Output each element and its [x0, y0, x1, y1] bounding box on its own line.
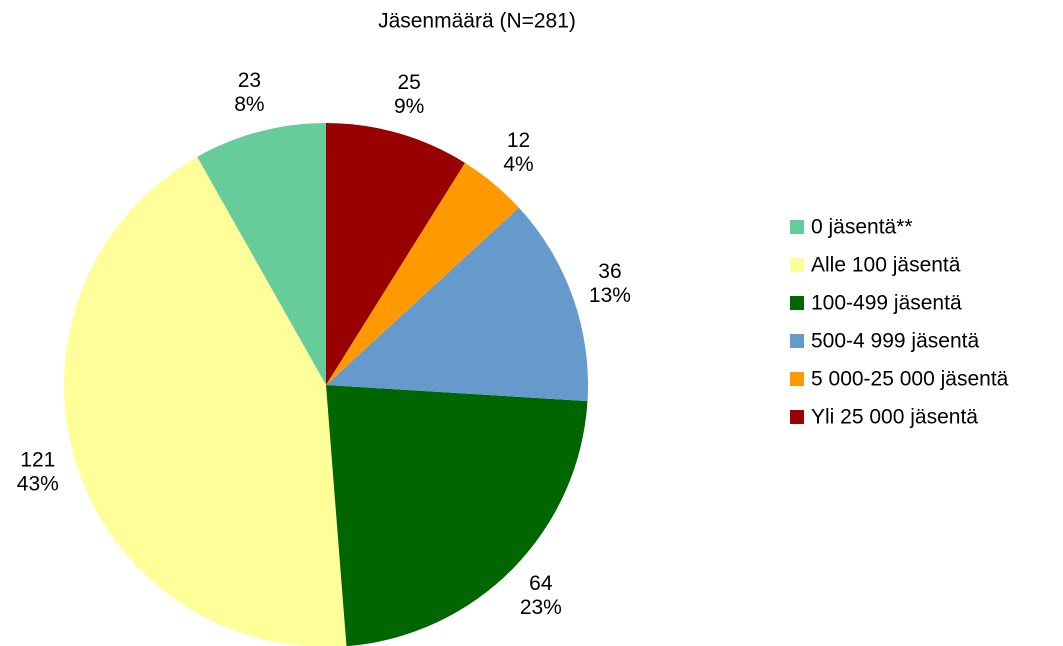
- pie-slice: [326, 385, 588, 646]
- pie-slice: [326, 123, 465, 385]
- data-label: 64: [529, 572, 553, 595]
- data-label-percent: 8%: [234, 93, 264, 116]
- data-label: 12: [507, 129, 530, 152]
- data-label: 23: [238, 69, 261, 92]
- data-label: 121: [20, 449, 55, 472]
- data-label-percent: 9%: [394, 95, 424, 118]
- legend-label: 500-4 999 jäsentä: [811, 330, 979, 353]
- chart-title: Jäsenmäärä (N=281): [378, 10, 576, 33]
- data-label: 25: [397, 71, 420, 94]
- legend-swatch: [790, 334, 804, 348]
- data-label-percent: 23%: [520, 596, 562, 619]
- legend-label: Alle 100 jäsentä: [811, 254, 961, 277]
- legend-label: 0 jäsentä**: [811, 216, 913, 239]
- pie-slice: [326, 162, 519, 385]
- data-label-percent: 13%: [589, 284, 631, 307]
- data-label-percent: 43%: [17, 473, 59, 496]
- legend-label: 5 000-25 000 jäsentä: [811, 368, 1009, 391]
- legend-swatch: [790, 296, 804, 310]
- pie-slice: [64, 156, 347, 646]
- legend-label: 100-499 jäsentä: [811, 292, 962, 315]
- legend-swatch: [790, 258, 804, 272]
- pie-slice: [197, 123, 326, 385]
- legend-swatch: [790, 220, 804, 234]
- legend-swatch: [790, 410, 804, 424]
- data-label: 36: [598, 260, 621, 283]
- legend-label: Yli 25 000 jäsentä: [811, 406, 978, 429]
- pie-slice: [326, 207, 588, 402]
- data-label-percent: 4%: [503, 153, 533, 176]
- legend-swatch: [790, 372, 804, 386]
